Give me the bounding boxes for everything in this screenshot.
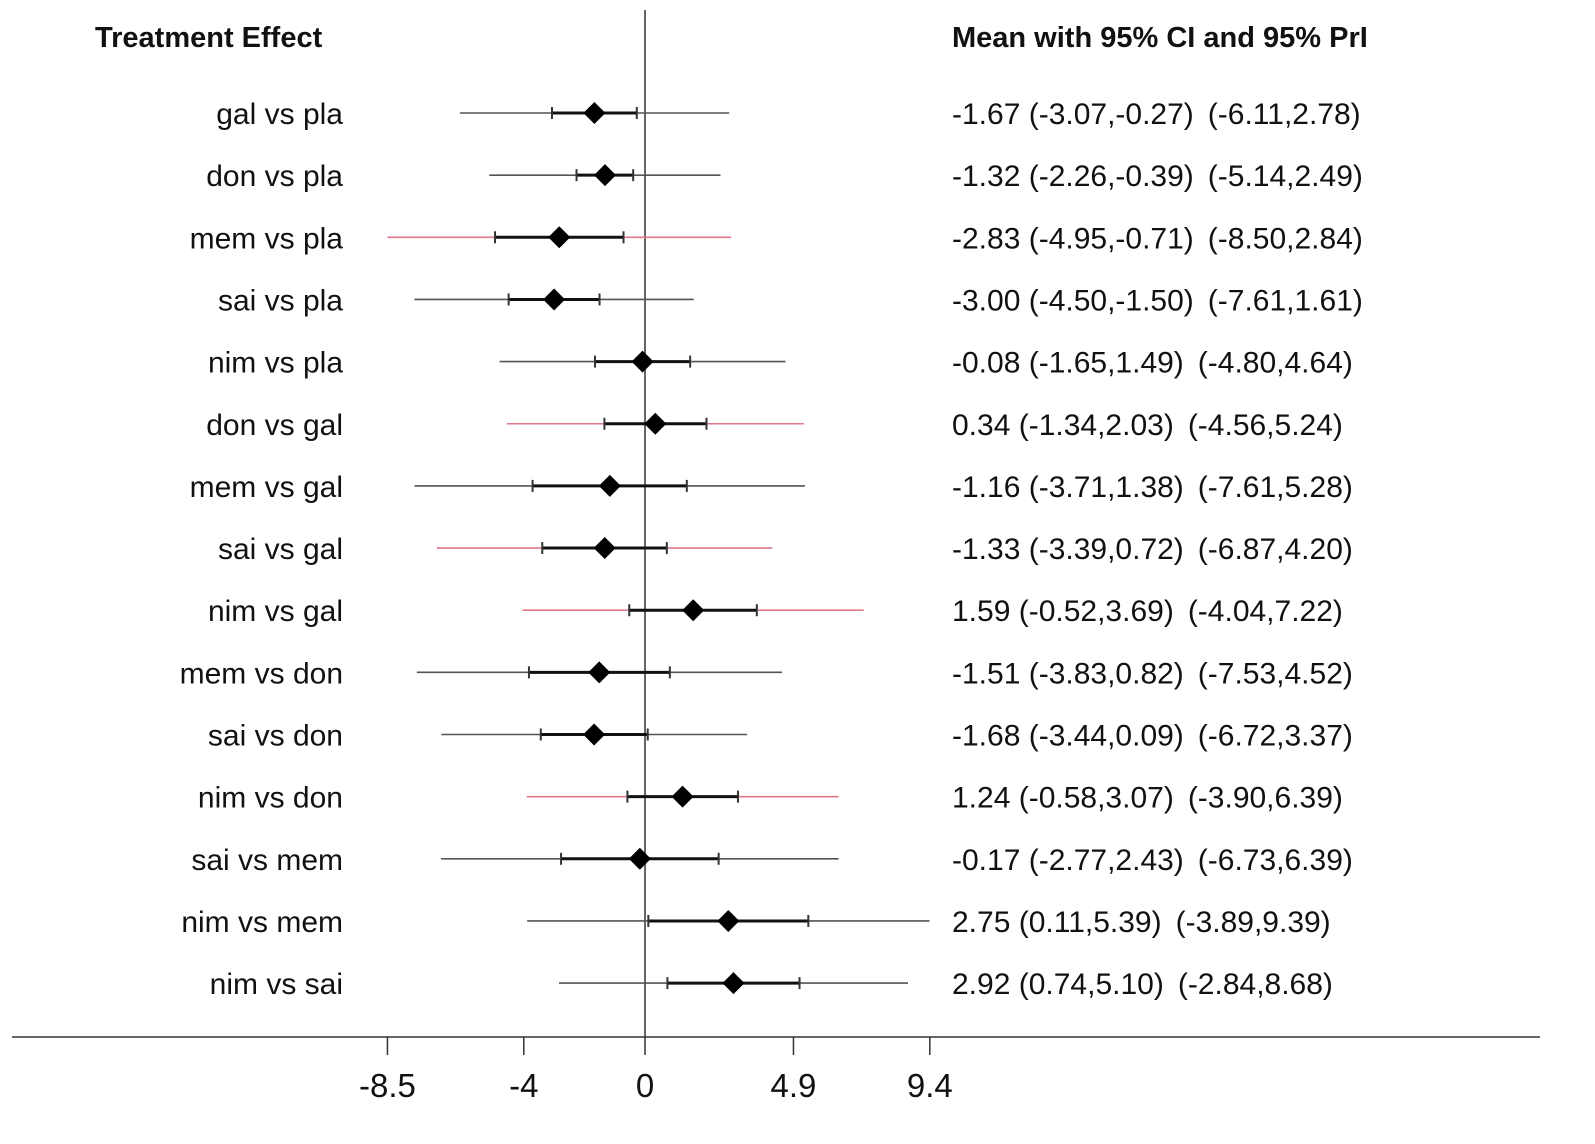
forest-row: sai vs don -1.68 (-3.44,0.09) (-6.72,3.37) bbox=[208, 720, 1353, 753]
forest-row: mem vs gal -1.16 (-3.71,1.38) (-7.61,5.28) bbox=[190, 471, 1353, 504]
forest-row: gal vs pla -1.67 (-3.07,-0.27) (-6.11,2.78… bbox=[216, 98, 1360, 131]
mean-diamond-marker bbox=[543, 288, 566, 311]
row-label: nim vs pla bbox=[208, 347, 343, 380]
pri-value-text: (-6.87,4.20) bbox=[1198, 533, 1353, 566]
forest-row: mem vs don -1.51 (-3.83,0.82) (-7.53,4.52) bbox=[180, 657, 1353, 690]
pri-value-text: (-8.50,2.84) bbox=[1208, 222, 1363, 255]
ci-value-text: 1.59 (-0.52,3.69) bbox=[952, 595, 1174, 628]
ci-value-text: -0.08 (-1.65,1.49) bbox=[952, 347, 1184, 380]
forest-row: sai vs mem -0.17 (-2.77,2.43) (-6.73,6.39) bbox=[191, 844, 1353, 877]
forest-row: don vs pla -1.32 (-2.26,-0.39) (-5.14,2.49… bbox=[206, 160, 1363, 193]
row-label: nim vs sai bbox=[210, 968, 343, 1001]
row-label: nim vs gal bbox=[208, 595, 343, 628]
pri-value-text: (-6.72,3.37) bbox=[1198, 720, 1353, 753]
row-label: sai vs gal bbox=[218, 533, 343, 566]
row-label: don vs gal bbox=[206, 409, 343, 442]
forest-row: nim vs sai 2.92 (0.74,5.10) (-2.84,8.68) bbox=[210, 968, 1333, 1001]
ci-value-text: -3.00 (-4.50,-1.50) bbox=[952, 284, 1194, 317]
pri-value-text: (-4.56,5.24) bbox=[1188, 409, 1343, 442]
ci-value-text: 0.34 (-1.34,2.03) bbox=[952, 409, 1174, 442]
row-label: nim vs don bbox=[198, 782, 343, 815]
pri-value-text: (-7.61,5.28) bbox=[1198, 471, 1353, 504]
ci-value-text: 1.24 (-0.58,3.07) bbox=[952, 782, 1174, 815]
ci-value-text: -1.68 (-3.44,0.09) bbox=[952, 720, 1184, 753]
mean-diamond-marker bbox=[722, 972, 745, 995]
mean-diamond-marker bbox=[583, 102, 606, 124]
ci-value-text: 2.75 (0.11,5.39) bbox=[952, 906, 1162, 939]
row-label: don vs pla bbox=[206, 160, 343, 193]
row-label: mem vs pla bbox=[190, 222, 344, 255]
x-tick-label: 0 bbox=[636, 1067, 654, 1104]
mean-diamond-marker bbox=[593, 537, 616, 560]
x-tick-label: -4 bbox=[509, 1067, 538, 1104]
x-tick-label: -8.5 bbox=[359, 1067, 416, 1104]
ci-value-text: -1.51 (-3.83,0.82) bbox=[952, 657, 1184, 690]
pri-value-text: (-6.11,2.78) bbox=[1208, 98, 1361, 131]
mean-diamond-marker bbox=[644, 412, 667, 435]
x-tick-label: 4.9 bbox=[771, 1067, 817, 1104]
mean-diamond-marker bbox=[548, 226, 571, 249]
row-label: gal vs pla bbox=[216, 98, 343, 131]
mean-diamond-marker bbox=[628, 847, 651, 870]
mean-diamond-marker bbox=[583, 723, 606, 746]
forest-row: sai vs gal -1.33 (-3.39,0.72) (-6.87,4.20) bbox=[218, 533, 1353, 566]
pri-value-text: (-4.04,7.22) bbox=[1188, 595, 1343, 628]
ci-value-text: -2.83 (-4.95,-0.71) bbox=[952, 222, 1194, 255]
pri-value-text: (-5.14,2.49) bbox=[1208, 160, 1363, 193]
forest-row: nim vs mem 2.75 (0.11,5.39) (-3.89,9.39) bbox=[181, 906, 1330, 939]
ci-value-text: -0.17 (-2.77,2.43) bbox=[952, 844, 1184, 877]
pri-value-text: (-4.80,4.64) bbox=[1198, 347, 1353, 380]
pri-value-text: (-7.61,1.61) bbox=[1208, 284, 1363, 317]
ci-value-text: -1.67 (-3.07,-0.27) bbox=[952, 98, 1194, 131]
forest-row: mem vs pla -2.83 (-4.95,-0.71) (-8.50,2.84… bbox=[190, 222, 1363, 255]
mean-diamond-marker bbox=[594, 164, 617, 187]
row-label: sai vs don bbox=[208, 720, 343, 753]
forest-row: sai vs pla -3.00 (-4.50,-1.50) (-7.61,1.61… bbox=[218, 284, 1363, 317]
row-label: mem vs gal bbox=[190, 471, 343, 504]
mean-diamond-marker bbox=[588, 661, 611, 684]
mean-diamond-marker bbox=[631, 350, 654, 373]
pri-value-text: (-6.73,6.39) bbox=[1198, 844, 1353, 877]
ci-value-text: -1.33 (-3.39,0.72) bbox=[952, 533, 1184, 566]
mean-diamond-marker bbox=[598, 474, 621, 497]
x-tick-label: 9.4 bbox=[907, 1067, 953, 1104]
mean-diamond-marker bbox=[671, 785, 694, 808]
pri-value-text: (-3.90,6.39) bbox=[1188, 782, 1343, 815]
left-header: Treatment Effect bbox=[95, 22, 323, 54]
row-label: sai vs mem bbox=[191, 844, 343, 877]
row-label: mem vs don bbox=[180, 657, 343, 690]
mean-diamond-marker bbox=[717, 909, 740, 932]
row-label: sai vs pla bbox=[218, 284, 343, 317]
pri-value-text: (-7.53,4.52) bbox=[1198, 657, 1353, 690]
right-header: Mean with 95% CI and 95% PrI bbox=[952, 22, 1368, 54]
pri-value-text: (-3.89,9.39) bbox=[1176, 906, 1331, 939]
ci-value-text: -1.32 (-2.26,-0.39) bbox=[952, 160, 1194, 193]
mean-diamond-marker bbox=[682, 599, 705, 622]
forest-row: nim vs pla -0.08 (-1.65,1.49) (-4.80,4.64) bbox=[208, 347, 1353, 380]
row-label: nim vs mem bbox=[181, 906, 343, 939]
forest-row: don vs gal 0.34 (-1.34,2.03) (-4.56,5.24) bbox=[206, 409, 1343, 442]
forest-row: nim vs don 1.24 (-0.58,3.07) (-3.90,6.39) bbox=[198, 782, 1343, 815]
pri-value-text: (-2.84,8.68) bbox=[1178, 968, 1333, 1001]
forest-row: nim vs gal 1.59 (-0.52,3.69) (-4.04,7.22) bbox=[208, 595, 1343, 628]
ci-value-text: -1.16 (-3.71,1.38) bbox=[952, 471, 1184, 504]
ci-value-text: 2.92 (0.74,5.10) bbox=[952, 968, 1164, 1001]
